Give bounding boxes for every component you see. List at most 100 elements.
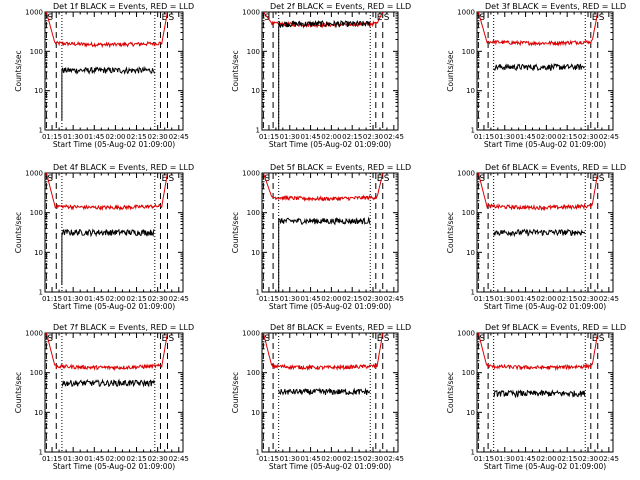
x-tick-label: 02:00 <box>105 295 125 303</box>
x-tick-label: 02:45 <box>169 295 189 303</box>
plot-frame <box>476 11 614 131</box>
x-tick-label: 01:30 <box>63 455 83 463</box>
y-tick-label: 1000 <box>25 330 43 338</box>
x-tick-label: 01:45 <box>84 295 104 303</box>
x-tick-label: 01:15 <box>42 455 62 463</box>
event-marker-label: E <box>377 174 383 184</box>
x-tick-label: 02:45 <box>169 133 189 141</box>
y-tick-label: 100 <box>462 209 475 217</box>
x-tick-label: 02:15 <box>557 295 577 303</box>
chart-panel-8: Det 8f BLACK = Events, RED = LLD 1 10 100 10… <box>231 323 411 471</box>
x-tick-label: 01:45 <box>84 133 104 141</box>
chart-panel-4: Det 4f BLACK = Events, RED = LLD 1 10 100 10… <box>14 163 194 311</box>
plot-frame <box>476 332 614 453</box>
chart-panel-6: Det 6f BLACK = Events, RED = LLD 1 10 100 10… <box>446 163 626 311</box>
y-tick-label: 100 <box>30 48 43 56</box>
event-marker-label: S <box>384 174 390 184</box>
y-tick-label: 10 <box>466 409 475 417</box>
event-marker-label: S <box>47 334 53 344</box>
chart-title: Det 7f BLACK = Events, RED = LLD <box>53 323 194 332</box>
y-axis-label: Counts/sec <box>446 50 455 91</box>
event-marker-label: S <box>479 334 485 344</box>
event-marker-label: S <box>47 174 53 184</box>
x-tick-label: 02:15 <box>126 455 146 463</box>
x-tick-label: 01:30 <box>63 295 83 303</box>
x-tick-label: 01:15 <box>42 295 62 303</box>
x-tick-label: 02:45 <box>384 455 404 463</box>
y-tick-label: 1000 <box>242 170 260 178</box>
x-tick-label: 01:15 <box>474 133 494 141</box>
y-tick-label: 10 <box>34 409 43 417</box>
x-tick-label: 02:15 <box>557 455 577 463</box>
lld-series-line <box>45 11 168 49</box>
x-tick-label: 02:45 <box>169 455 189 463</box>
x-tick-label: 02:30 <box>148 295 168 303</box>
x-tick-label: 02:30 <box>578 133 598 141</box>
y-tick-label: 1000 <box>25 170 43 178</box>
y-axis-label: Counts/sec <box>14 212 23 253</box>
x-tick-label: 02:00 <box>536 133 556 141</box>
chart-panel-9: Det 9f BLACK = Events, RED = LLD 1 10 100 10… <box>446 323 626 471</box>
event-marker-label: E <box>377 334 383 344</box>
x-tick-label: 01:30 <box>495 295 515 303</box>
x-tick-label: 02:45 <box>599 455 619 463</box>
x-tick-label: 02:30 <box>363 133 383 141</box>
x-tick-label: 01:45 <box>515 455 535 463</box>
x-tick-label: 02:30 <box>578 295 598 303</box>
events-series-line <box>278 19 371 130</box>
lld-series-line <box>45 332 168 372</box>
x-tick-label: 02:30 <box>363 295 383 303</box>
chart-title: Det 3f BLACK = Events, RED = LLD <box>485 2 626 11</box>
x-tick-label: 01:45 <box>515 295 535 303</box>
y-tick-label: 100 <box>247 48 260 56</box>
event-marker-label: S <box>169 13 175 23</box>
chart-title: Det 9f BLACK = Events, RED = LLD <box>485 323 626 332</box>
x-tick-label: 02:45 <box>599 133 619 141</box>
events-series-line <box>61 228 155 285</box>
y-tick-label: 1 <box>39 289 43 297</box>
y-tick-label: 1000 <box>242 9 260 17</box>
y-tick-label: 1 <box>471 289 475 297</box>
event-marker-label: S <box>599 174 605 184</box>
x-tick-label: 01:45 <box>300 295 320 303</box>
x-tick-label: 01:45 <box>515 133 535 141</box>
event-marker-label: E <box>161 174 167 184</box>
y-tick-label: 1 <box>39 127 43 135</box>
x-axis-label: Start Time (05-Aug-02 01:09:00) <box>484 140 606 149</box>
event-marker-label: S <box>264 174 270 184</box>
y-tick-label: 100 <box>30 209 43 217</box>
lld-series-line <box>262 332 384 372</box>
x-axis-label: Start Time (05-Aug-02 01:09:00) <box>269 462 391 471</box>
x-tick-label: 01:45 <box>84 455 104 463</box>
event-marker-label: S <box>384 13 390 23</box>
y-axis-label: Counts/sec <box>14 372 23 413</box>
y-tick-label: 10 <box>251 87 260 95</box>
x-tick-label: 02:00 <box>105 455 125 463</box>
event-marker-label: S <box>169 334 175 344</box>
x-tick-label: 01:30 <box>280 133 300 141</box>
event-marker-label: S <box>479 13 485 23</box>
y-tick-label: 100 <box>247 209 260 217</box>
y-tick-label: 100 <box>462 48 475 56</box>
x-axis-label: Start Time (05-Aug-02 01:09:00) <box>484 302 606 311</box>
x-tick-label: 02:15 <box>342 295 362 303</box>
x-tick-label: 01:45 <box>300 133 320 141</box>
event-marker-label: E <box>161 334 167 344</box>
x-tick-label: 01:15 <box>474 295 494 303</box>
lld-series-line <box>477 172 599 212</box>
plot-frame <box>44 332 184 453</box>
x-tick-label: 01:45 <box>300 455 320 463</box>
plot-frame <box>261 332 399 453</box>
y-tick-label: 1 <box>471 127 475 135</box>
chart-panel-7: Det 7f BLACK = Events, RED = LLD 1 10 100 10… <box>14 323 194 471</box>
x-axis-label: Start Time (05-Aug-02 01:09:00) <box>53 302 175 311</box>
lld-series-line <box>477 11 599 47</box>
event-marker-label: E <box>161 13 167 23</box>
x-tick-label: 02:15 <box>342 455 362 463</box>
lld-series-line <box>45 172 168 211</box>
y-tick-label: 10 <box>466 249 475 257</box>
x-tick-label: 02:00 <box>536 455 556 463</box>
chart-panel-5: Det 5f BLACK = Events, RED = LLD 1 10 100 10… <box>231 163 411 311</box>
y-tick-label: 1 <box>256 127 260 135</box>
